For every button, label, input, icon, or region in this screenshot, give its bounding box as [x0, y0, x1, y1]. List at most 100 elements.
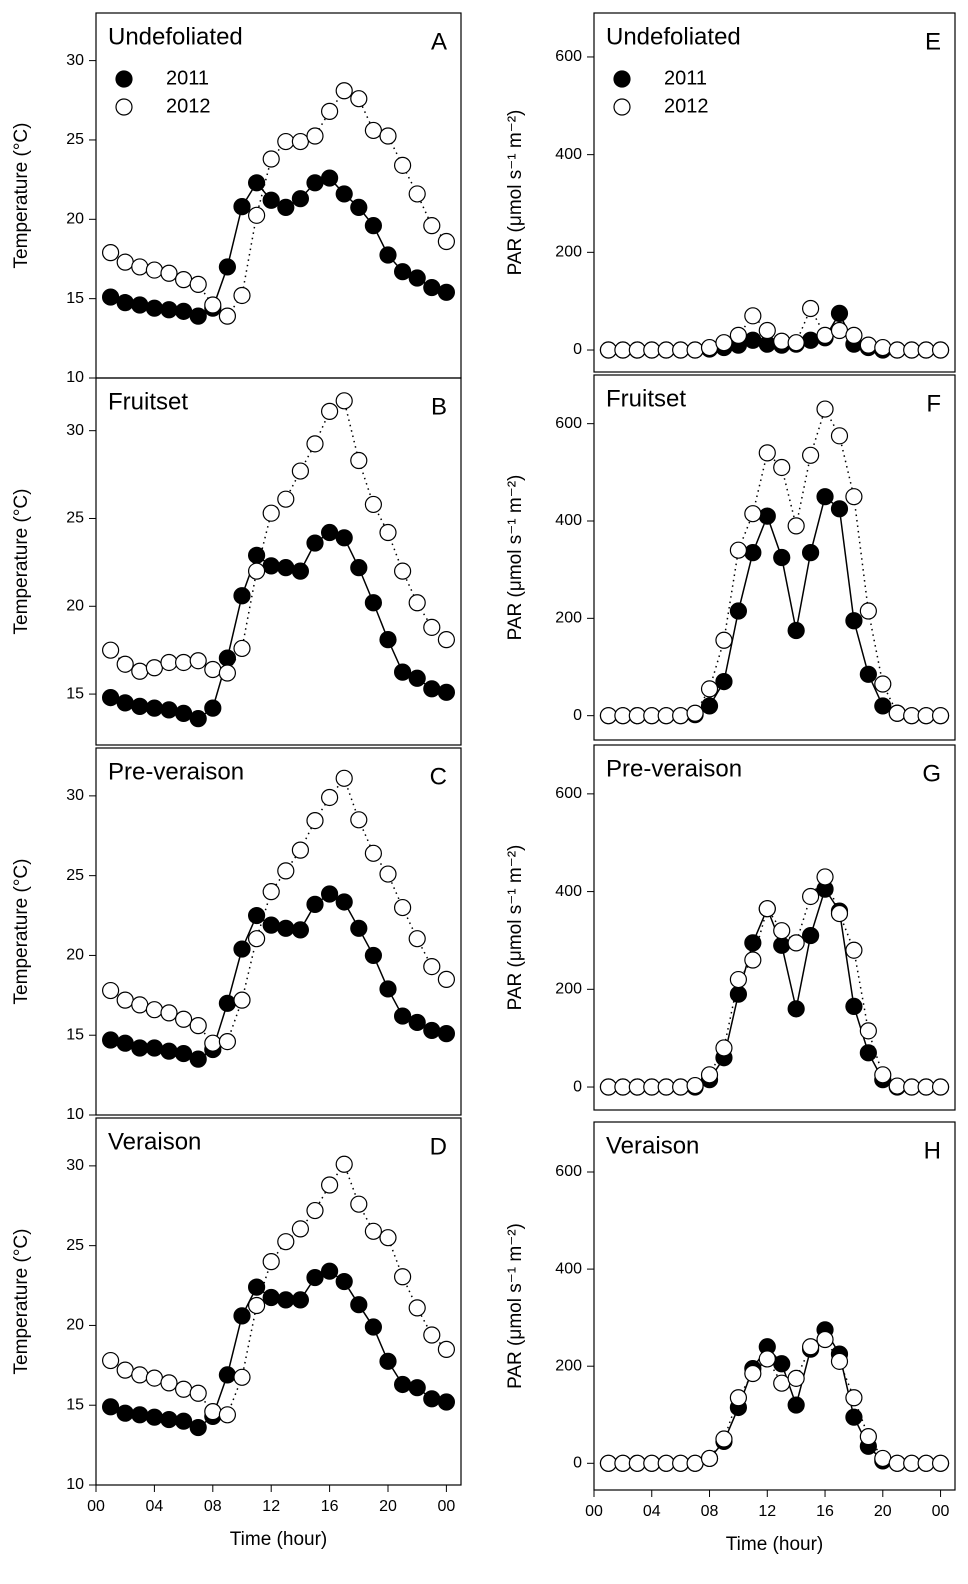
data-point: [758, 321, 776, 340]
data-point: [262, 916, 280, 934]
data-point: [801, 299, 820, 318]
panel-letter: F: [926, 390, 941, 417]
data-point: [787, 934, 805, 952]
y-axis-label: Temperature (°C): [11, 859, 32, 1005]
data-point: [189, 1050, 207, 1068]
data-point: [321, 885, 339, 903]
data-point: [816, 868, 834, 886]
data-point: [744, 505, 762, 523]
data-point: [277, 132, 295, 151]
y-tick-label: 0: [573, 707, 582, 724]
data-point: [306, 534, 324, 552]
data-point: [715, 1430, 733, 1448]
data-point: [845, 1389, 863, 1407]
x-tick-label: 00: [438, 1498, 456, 1515]
data-point: [830, 304, 849, 322]
y-tick-label: 15: [66, 1026, 84, 1043]
data-point: [816, 326, 834, 344]
plot-frame: [593, 374, 956, 741]
y-tick-label: 15: [66, 685, 84, 702]
series-line: [110, 893, 447, 1060]
data-point: [233, 1307, 251, 1325]
data-point: [350, 919, 368, 937]
data-point: [729, 541, 748, 559]
series-line: [608, 887, 941, 1088]
data-point: [773, 332, 791, 350]
data-point: [335, 392, 353, 410]
data-point: [859, 665, 877, 683]
data-point: [364, 121, 382, 140]
data-point: [773, 936, 791, 954]
y-tick-label: 0: [573, 1455, 582, 1472]
data-point: [131, 662, 149, 680]
data-point: [350, 198, 368, 217]
data-point: [160, 1374, 178, 1392]
data-point: [145, 1369, 163, 1387]
data-point: [715, 334, 733, 352]
data-point: [145, 261, 163, 279]
data-point: [248, 562, 266, 580]
data-point: [423, 618, 441, 636]
data-point: [116, 253, 134, 271]
data-point: [437, 683, 455, 701]
data-point: [614, 1454, 632, 1472]
data-point: [175, 1010, 193, 1028]
x-tick-label: 00: [87, 1498, 105, 1515]
panel-label: Pre-veraison: [606, 755, 742, 782]
data-point: [379, 980, 397, 998]
plot-frame: [593, 12, 956, 373]
y-tick-label: 10: [66, 369, 84, 386]
data-point: [131, 1366, 149, 1384]
data-point: [233, 286, 251, 305]
series-line: [110, 89, 447, 318]
y-tick-label: 400: [555, 512, 582, 529]
data-point: [801, 331, 820, 349]
data-point: [204, 296, 222, 314]
data-point: [643, 341, 661, 359]
data-point: [845, 941, 863, 959]
data-point: [657, 707, 675, 725]
data-point: [408, 185, 426, 203]
legend-marker: [613, 98, 631, 116]
y-tick-label: 25: [66, 510, 84, 527]
data-point: [859, 1427, 877, 1446]
data-point: [306, 174, 324, 192]
data-point: [291, 841, 309, 859]
data-point: [686, 1076, 704, 1095]
data-point: [700, 1449, 719, 1468]
data-point: [189, 1017, 207, 1035]
data-point: [379, 1352, 397, 1370]
data-point: [394, 1007, 412, 1025]
plot-frame: [593, 1121, 956, 1491]
data-point: [335, 1155, 353, 1173]
plot-frame: [95, 747, 462, 1116]
data-point: [233, 940, 251, 958]
data-point: [628, 1078, 646, 1096]
data-point: [903, 1078, 921, 1096]
data-point: [321, 523, 339, 542]
data-point: [917, 1454, 935, 1472]
y-tick-label: 20: [66, 211, 84, 228]
data-point: [903, 707, 921, 725]
data-point: [175, 704, 193, 722]
data-point: [233, 1368, 251, 1386]
y-tick-label: 20: [66, 947, 84, 964]
y-tick-label: 15: [66, 290, 84, 307]
y-tick-label: 0: [573, 1078, 582, 1095]
data-point: [394, 263, 412, 281]
data-point: [218, 1032, 236, 1051]
data-point: [116, 694, 134, 712]
x-tick-label: 00: [585, 1503, 603, 1520]
y-tick-label: 200: [555, 1357, 582, 1374]
data-point: [599, 1454, 618, 1472]
data-point: [686, 341, 704, 359]
legend-marker: [613, 70, 631, 88]
data-point: [350, 451, 368, 470]
data-point: [262, 1288, 280, 1307]
data-point: [888, 1454, 906, 1472]
data-point: [335, 82, 353, 100]
data-point: [364, 495, 382, 514]
data-point: [816, 1330, 834, 1349]
data-point: [599, 1078, 618, 1096]
y-tick-label: 15: [66, 1396, 84, 1413]
